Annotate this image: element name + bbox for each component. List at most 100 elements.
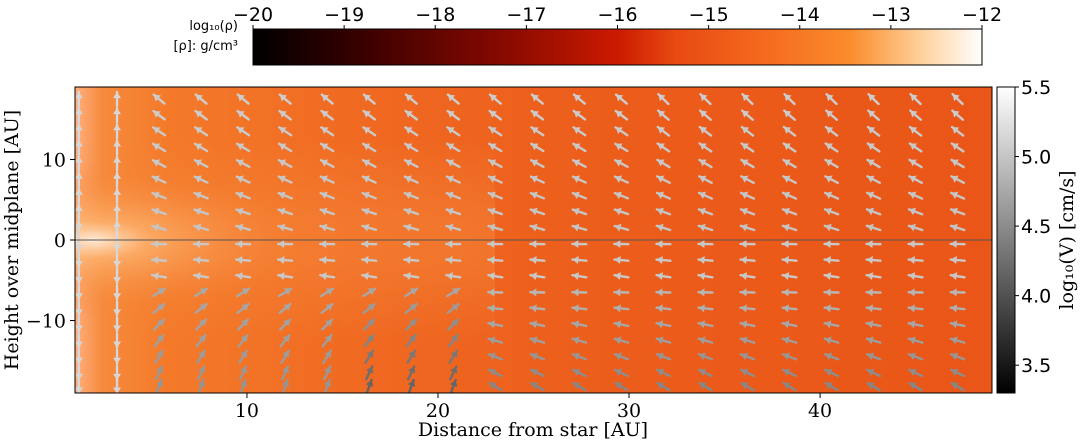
quiver-arrow [75,235,83,253]
quiver-arrow [823,336,840,345]
quiver-arrow [697,304,714,313]
quiver-arrow [697,223,714,232]
quiver-arrow [740,381,755,392]
quiver-arrow [363,333,375,348]
quiver-arrow [529,159,545,168]
quiver-arrow [908,368,924,378]
quiver-arrow [487,159,503,168]
velocity-colorbar-label: log₁₀(V) [cm/s] [1056,170,1078,309]
quiver-arrow [865,256,882,265]
quiver-arrow [113,203,122,221]
quiver-arrow [113,348,122,365]
quiver-arrow [529,240,546,249]
quiver-arrow [236,302,250,314]
quiver-arrow [530,126,545,137]
quiver-arrow [277,223,294,232]
quiver-arrow [320,93,334,105]
quiver-arrow [781,272,798,281]
quiver-arrow [866,125,881,137]
quiver-arrow [823,207,840,216]
quiver-arrow [740,109,754,121]
quiver-arrow [949,336,966,345]
quiver-arrow [236,93,250,105]
quiver-arrow [277,207,293,216]
quiver-arrow [113,364,122,382]
quiver-arrow [739,368,755,378]
quiver-arrow [823,352,840,361]
velocity-tick-label: 5.5 [1021,77,1051,99]
quiver-arrow [698,175,713,185]
quiver-arrow [697,272,714,281]
quiver-arrow [824,175,839,185]
quiver-arrow [824,142,839,153]
quiver-arrow [153,333,165,348]
quiver-arrow [404,93,418,105]
quiver-arrow [908,142,923,153]
heatmap-field [75,87,992,393]
quiver-arrow [276,256,294,265]
quiver-arrow [323,365,332,381]
quiver-arrow [865,272,882,281]
quiver-arrow [445,272,462,281]
quiver-arrow [150,272,168,281]
quiver-arrow [865,223,882,232]
y-tick-label: 10 [42,149,66,171]
quiver-arrow [699,93,712,106]
velocity-tick-label: 5.0 [1021,147,1051,169]
quiver-arrow [403,207,420,216]
quiver-arrow [276,240,294,249]
quiver-arrow [488,109,503,121]
quiver-arrow [113,332,122,349]
quiver-arrow [655,240,672,249]
quiver-arrow [364,349,375,364]
quiver-arrow [739,352,756,361]
quiver-arrow [488,142,503,153]
quiver-arrow [698,158,713,169]
quiver-arrow [447,318,460,331]
quiver-arrow [782,381,797,392]
x-axis-ticks: 10 20 30 40 [235,393,832,422]
quiver-arrow [75,364,83,382]
quiver-arrow [865,320,882,329]
quiver-arrow [487,272,504,281]
quiver-arrow [866,158,881,169]
quiver-arrow [655,207,672,216]
quiver-arrow [571,159,587,168]
quiver-arrow [867,109,881,121]
quiver-arrow [697,352,714,361]
velocity-tick-label: 3.5 [1021,355,1051,377]
quiver-arrow [362,126,377,137]
quiver-arrow [907,240,924,249]
quiver-arrow [656,109,670,121]
quiver-arrow [277,191,293,200]
quiver-arrow [113,139,122,156]
quiver-arrow [697,288,714,297]
x-tick-label: 30 [617,400,641,422]
quiver-arrow [781,191,798,200]
velocity-tick-label: 4.0 [1021,286,1051,308]
quiver-arrow [113,284,122,301]
quiver-arrow [571,240,588,249]
quiver-arrow [75,332,83,349]
quiver-arrow [75,106,83,124]
quiver-arrow [572,126,587,137]
quiver-arrow [151,142,167,153]
quiver-arrow [908,381,923,392]
quiver-arrow [571,320,588,329]
quiver-arrow [320,109,334,121]
velocity-tick-label: 4.5 [1021,216,1051,238]
quiver-arrow [781,304,798,313]
quiver-arrow [613,320,630,329]
quiver-arrow [151,159,167,168]
quiver-arrow [113,316,122,333]
quiver-arrow [613,207,630,216]
quiver-arrow [321,333,333,348]
quiver-arrow [445,223,462,232]
quiver-arrow [739,256,756,265]
quiver-arrows [75,90,966,393]
density-tick-label: −12 [962,4,1002,26]
quiver-arrow [238,365,248,381]
quiver-arrow [488,126,503,137]
quiver-arrow [75,219,83,237]
